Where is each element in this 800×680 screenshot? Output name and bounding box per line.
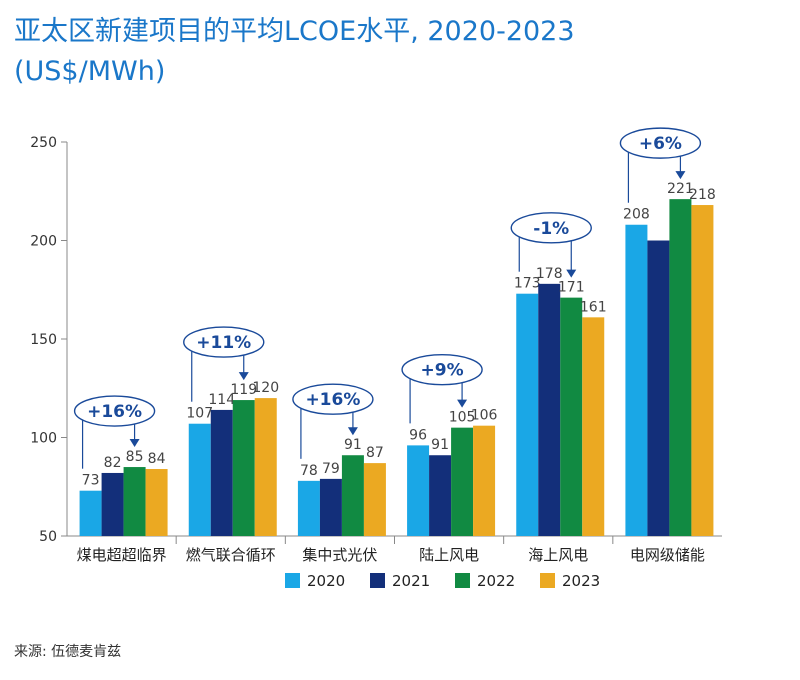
annotation-arrow-head — [238, 372, 249, 381]
bar — [297, 480, 320, 536]
annotation-arrow-head — [129, 439, 140, 448]
data-label: 107 — [186, 406, 213, 422]
annotation-arrow-head — [566, 269, 577, 278]
annotation-label: +11% — [196, 333, 251, 353]
data-label: 173 — [514, 276, 541, 292]
bar — [669, 199, 692, 536]
x-tick-label: 燃气联合循环 — [186, 546, 276, 564]
annotation-arrow-head — [675, 171, 686, 180]
y-tick-label: 200 — [30, 234, 57, 250]
data-label: 87 — [366, 445, 384, 461]
bar — [101, 472, 124, 536]
source-note: 来源: 伍德麦肯兹 — [14, 644, 122, 660]
data-label: 79 — [322, 461, 340, 477]
bar — [232, 400, 255, 536]
x-tick-label: 海上风电 — [528, 546, 588, 564]
annotation-arrow-head — [347, 427, 358, 436]
bar — [210, 409, 233, 536]
bar — [145, 469, 168, 536]
bar — [451, 427, 474, 536]
y-tick-label: 150 — [30, 332, 57, 348]
data-label: 106 — [471, 408, 498, 424]
bar — [254, 398, 277, 536]
data-label: 96 — [409, 427, 427, 443]
y-tick-label: 100 — [30, 431, 57, 447]
data-label: 91 — [344, 437, 362, 453]
legend-swatch — [285, 573, 300, 588]
data-label: 208 — [623, 207, 650, 223]
bar — [429, 455, 452, 536]
bar — [341, 455, 364, 536]
data-label: 84 — [148, 451, 166, 467]
legend-swatch — [455, 573, 470, 588]
annotation-bubble — [73, 395, 156, 427]
data-label: 114 — [208, 392, 235, 408]
data-label: 171 — [558, 280, 585, 296]
bar — [538, 283, 561, 536]
x-tick-label: 煤电超超临界 — [77, 546, 167, 564]
bar — [582, 317, 605, 536]
bar — [363, 463, 386, 536]
annotation-arrow-head — [457, 399, 468, 408]
annotation-label: +16% — [305, 390, 360, 410]
legend-label: 2023 — [562, 572, 600, 590]
chart-title-line2: (US$/MWh) — [14, 56, 166, 87]
data-label: 161 — [580, 299, 607, 315]
x-tick-label: 集中式光伏 — [302, 546, 377, 564]
y-tick-label: 250 — [30, 135, 57, 151]
bar — [188, 423, 211, 536]
data-label: 105 — [449, 410, 476, 426]
data-label: 178 — [536, 266, 563, 282]
bar — [473, 425, 496, 536]
annotation-label: +16% — [87, 402, 142, 422]
x-tick-label: 电网级储能 — [630, 546, 705, 564]
chart-title-line1: 亚太区新建项目的平均LCOE水平, 2020-2023 — [14, 16, 575, 47]
bar — [625, 224, 648, 537]
legend-label: 2021 — [392, 572, 430, 590]
annotation-label: +6% — [639, 134, 682, 154]
data-label: 91 — [431, 437, 449, 453]
data-label: 218 — [689, 187, 716, 203]
legend-label: 2020 — [307, 572, 345, 590]
legend-swatch — [540, 573, 555, 588]
annotation-bubble — [510, 212, 592, 244]
annotation-bubble — [619, 127, 702, 159]
bar — [319, 478, 342, 536]
data-label: 85 — [126, 449, 144, 465]
annotation-bubble — [401, 353, 483, 386]
annotation-bubble — [292, 383, 374, 415]
annotation-bubble — [183, 326, 265, 358]
annotation-label: +9% — [421, 361, 464, 381]
chart-title: 亚太区新建项目的平均LCOE水平, 2020-2023 (US$/MWh) — [14, 12, 784, 92]
data-label: 221 — [667, 181, 694, 197]
data-label: 73 — [82, 473, 100, 489]
bar — [560, 297, 583, 536]
data-label: 119 — [230, 382, 257, 398]
bar — [516, 293, 539, 536]
data-label: 120 — [252, 380, 279, 396]
legend-swatch — [370, 573, 385, 588]
annotation-label: -1% — [533, 219, 569, 239]
bar — [123, 467, 146, 536]
x-tick-label: 陆上风电 — [419, 546, 479, 564]
data-label: 78 — [300, 463, 318, 479]
bar — [407, 445, 430, 536]
data-label: 82 — [104, 455, 122, 471]
bar — [647, 240, 670, 536]
y-tick-label: 50 — [39, 529, 57, 545]
bar — [79, 490, 102, 536]
bar — [691, 205, 714, 537]
legend-label: 2022 — [477, 572, 515, 590]
